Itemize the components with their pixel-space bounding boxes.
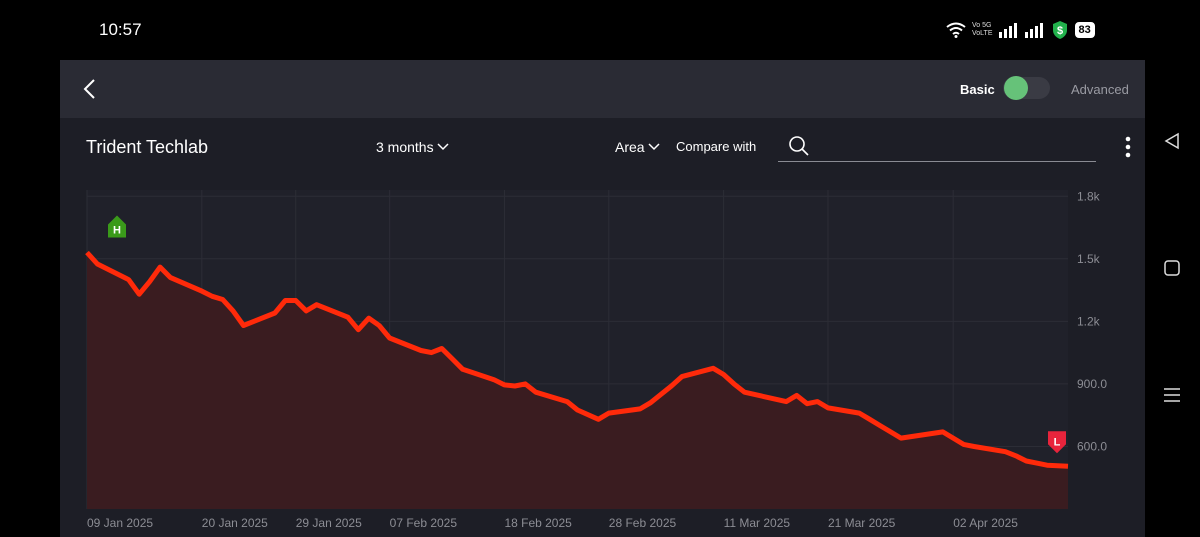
nav-recents-icon[interactable] xyxy=(1163,386,1181,404)
battery-level: 83 xyxy=(1074,22,1095,38)
price-line xyxy=(85,250,1069,469)
network-type-label: Vo 5G VoLTE xyxy=(972,22,993,38)
price-chart: 1.8k 1.5k 1.2k 900.0 600.0 09 Jan 2025 20 Jan… xyxy=(85,190,1107,530)
system-nav-bar xyxy=(1145,60,1200,537)
period-dropdown-label: 3 months xyxy=(376,139,434,155)
y-tick-label: 600.0 xyxy=(1077,439,1107,453)
nav-home-icon[interactable] xyxy=(1163,259,1181,277)
status-time: 10:57 xyxy=(99,20,142,39)
back-arrow-icon[interactable] xyxy=(80,78,100,100)
more-options-icon[interactable] xyxy=(1123,135,1133,159)
y-tick-label: 1.8k xyxy=(1077,190,1101,203)
x-axis-ticks: 09 Jan 2025 20 Jan 2025 29 Jan 2025 07 Feb … xyxy=(87,516,1018,530)
high-marker-label: H xyxy=(113,225,121,237)
system-icons: Vo 5G VoLTE $ 83 xyxy=(946,19,1095,41)
compare-with-label: Compare with xyxy=(676,139,757,154)
price-area-fill xyxy=(87,252,1068,509)
low-marker: L xyxy=(1048,431,1066,454)
y-tick-label: 1.2k xyxy=(1077,314,1101,328)
x-tick-label: 29 Jan 2025 xyxy=(296,516,362,530)
low-marker-shape xyxy=(1048,431,1066,454)
x-tick-label: 02 Apr 2025 xyxy=(953,516,1018,530)
basic-mode-label[interactable]: Basic xyxy=(960,82,995,97)
high-marker-shape xyxy=(108,215,126,238)
x-tick-label: 21 Mar 2025 xyxy=(828,516,896,530)
nav-back-icon[interactable] xyxy=(1163,132,1181,150)
chevron-down-icon xyxy=(648,143,660,151)
stock-name: Trident Techlab xyxy=(86,137,209,157)
chart-screen: Basic Advanced Trident Techlab 3 months … xyxy=(60,60,1145,537)
x-tick-label: 20 Jan 2025 xyxy=(202,516,268,530)
x-tick-label: 28 Feb 2025 xyxy=(609,516,677,530)
high-low-markers: HL xyxy=(108,215,1066,454)
network-label-volte: VoLTE xyxy=(972,30,993,37)
signal-icon-2 xyxy=(1024,23,1043,38)
x-tick-label: 18 Feb 2025 xyxy=(504,516,572,530)
network-label-5g: Vo 5G xyxy=(972,22,992,29)
compare-search-field[interactable] xyxy=(778,130,1096,162)
y-tick-label: 900.0 xyxy=(1077,377,1107,391)
chevron-down-icon xyxy=(437,143,449,151)
high-marker: H xyxy=(108,215,126,238)
status-bar: 10:57 Vo 5G VoLTE $ 83 xyxy=(0,0,1200,60)
chart-type-dropdown[interactable]: Area xyxy=(615,139,660,155)
top-bar: Basic Advanced xyxy=(60,60,1145,118)
signal-icon xyxy=(998,23,1017,38)
compare-search-input[interactable] xyxy=(816,134,1090,158)
y-tick-label: 1.5k xyxy=(1077,252,1101,266)
y-axis-ticks: 1.8k 1.5k 1.2k 900.0 600.0 xyxy=(1077,190,1107,453)
chart-type-dropdown-label: Area xyxy=(615,139,645,155)
period-dropdown[interactable]: 3 months xyxy=(376,139,449,155)
x-tick-label: 09 Jan 2025 xyxy=(87,516,153,530)
low-marker-label: L xyxy=(1054,436,1061,448)
advanced-mode-label[interactable]: Advanced xyxy=(1071,82,1129,97)
svg-text:$: $ xyxy=(1056,25,1062,37)
search-icon xyxy=(789,136,809,156)
x-tick-label: 07 Feb 2025 xyxy=(390,516,458,530)
toggle-knob xyxy=(1004,76,1028,100)
x-tick-label: 11 Mar 2025 xyxy=(724,516,791,530)
basic-advanced-toggle[interactable] xyxy=(1003,76,1050,100)
shield-dollar-icon: $ xyxy=(1052,21,1067,39)
wifi-icon xyxy=(946,22,966,38)
